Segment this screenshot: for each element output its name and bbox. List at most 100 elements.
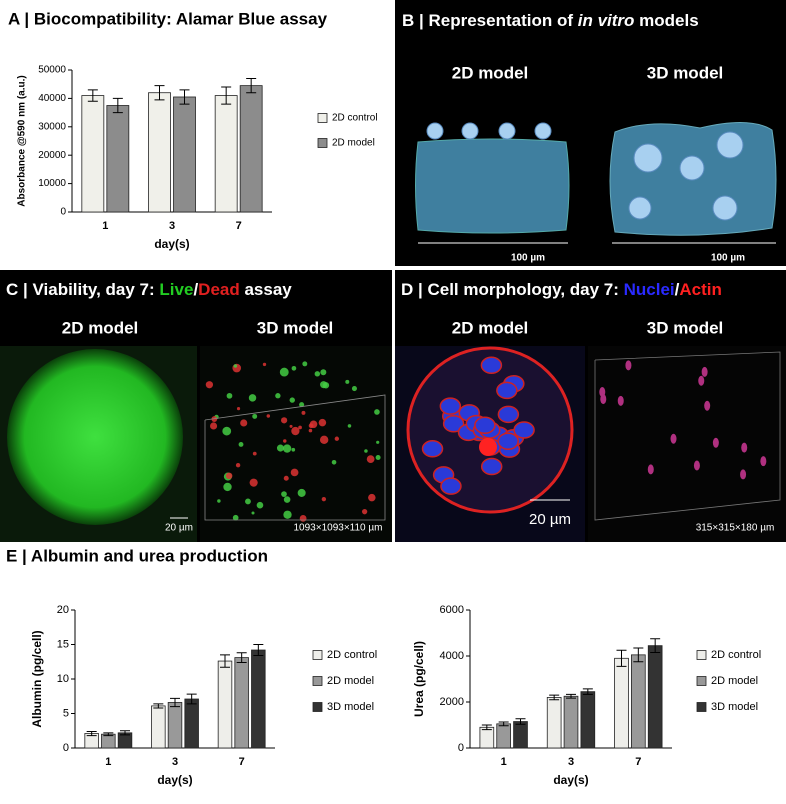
y-axis-label: Absorbance @590 nm (a.u.) <box>17 75 28 206</box>
legend-swatch <box>317 113 328 123</box>
error-bar <box>186 693 197 705</box>
bar <box>563 695 579 749</box>
panel-title: E | Albumin and urea production <box>6 546 268 565</box>
cell <box>225 472 233 480</box>
cell <box>334 436 340 441</box>
error-bar <box>582 688 593 695</box>
x-tick-label: 1 <box>102 220 108 232</box>
cell <box>693 460 700 471</box>
scale-label: 1093×1093×110 µm <box>294 523 383 534</box>
legend-label: 2D model <box>711 675 758 687</box>
cell <box>245 498 251 505</box>
y-tick-label: 2000 <box>440 696 464 708</box>
title-part: Nuclei <box>624 280 675 299</box>
error-bar <box>498 721 509 727</box>
y-tick-label: 40000 <box>38 93 66 104</box>
model-label: 3D model <box>647 63 724 82</box>
cell <box>289 397 295 403</box>
cell <box>298 425 302 430</box>
x-axis-label: day(s) <box>157 773 192 787</box>
bar <box>173 96 196 213</box>
x-axis-label: day(s) <box>553 773 588 787</box>
volume-box <box>594 351 781 521</box>
cell <box>299 514 307 522</box>
title-part: in vitro <box>578 11 635 30</box>
bar <box>151 705 166 749</box>
y-tick-label: 5 <box>63 707 69 719</box>
nucleus <box>497 432 519 450</box>
y-tick-label: 50000 <box>38 65 66 76</box>
model-label: 2D model <box>452 318 529 337</box>
cell <box>647 464 654 475</box>
y-axis-label: Urea (pg/cell) <box>412 641 426 717</box>
x-tick-label: 1 <box>501 756 507 768</box>
cell <box>320 369 327 376</box>
legend-swatch <box>312 702 323 712</box>
x-tick-label: 7 <box>239 756 245 768</box>
cell <box>222 426 232 436</box>
error-bar <box>86 730 97 737</box>
cell <box>291 447 296 452</box>
scale-label: 315×315×180 µm <box>696 523 775 534</box>
error-bar <box>633 647 644 663</box>
cell <box>309 420 318 429</box>
cell <box>256 501 264 509</box>
cell <box>299 402 305 408</box>
panel-title: B | Representation of in vitro models <box>402 11 699 30</box>
cell <box>712 437 719 448</box>
x-tick-label: 7 <box>236 220 242 232</box>
error-bar <box>87 89 98 102</box>
volume-box <box>204 394 386 521</box>
micrograph <box>200 346 392 542</box>
legend-label: 2D model <box>332 138 375 149</box>
bar <box>251 649 266 749</box>
legend-swatch <box>312 676 323 686</box>
error-bar <box>253 644 264 657</box>
bar <box>513 721 528 749</box>
cell <box>240 419 248 427</box>
cell <box>760 456 767 467</box>
y-tick-label: 20000 <box>38 150 66 161</box>
error-bar <box>120 730 130 736</box>
cell <box>351 386 357 392</box>
cell <box>223 482 232 492</box>
title-part: models <box>634 11 698 30</box>
panel-c: C | Viability, day 7: Live/Dead assay 2D… <box>0 270 392 542</box>
panel-title: D | Cell morphology, day 7: Nuclei/Actin <box>401 280 722 299</box>
model-label: 3D model <box>257 318 334 337</box>
cell <box>291 426 300 436</box>
cell <box>226 392 233 399</box>
cell <box>318 418 327 427</box>
cell <box>374 409 380 415</box>
x-tick-label: 3 <box>172 756 178 768</box>
cell <box>205 381 214 389</box>
y-tick-label: 0 <box>63 742 69 754</box>
cell <box>235 463 241 468</box>
cell <box>210 422 218 430</box>
y-tick-label: 30000 <box>38 121 66 132</box>
cell <box>368 493 376 502</box>
bar <box>106 105 130 213</box>
title-part: C | Viability, day 7: <box>6 280 159 299</box>
scale-label: 20 µm <box>529 511 571 528</box>
error-bar <box>221 86 232 105</box>
chart-title: A | Biocompatibility: Alamar Blue assay <box>8 9 328 28</box>
title-part: / <box>193 280 198 299</box>
cell <box>376 440 380 444</box>
x-tick-label: 1 <box>105 756 111 768</box>
nucleus <box>480 356 503 375</box>
cell <box>266 414 271 418</box>
cell <box>262 362 267 367</box>
nucleus <box>480 457 503 476</box>
nucleus <box>440 477 462 495</box>
title-part: B | Representation of <box>402 11 578 30</box>
legend-label: 3D model <box>711 701 758 713</box>
nucleus <box>496 381 518 400</box>
y-tick-label: 15 <box>57 638 69 650</box>
bar <box>184 698 199 749</box>
bar <box>101 733 116 749</box>
error-bar <box>179 89 190 105</box>
cell <box>301 410 306 415</box>
cell <box>704 400 711 411</box>
